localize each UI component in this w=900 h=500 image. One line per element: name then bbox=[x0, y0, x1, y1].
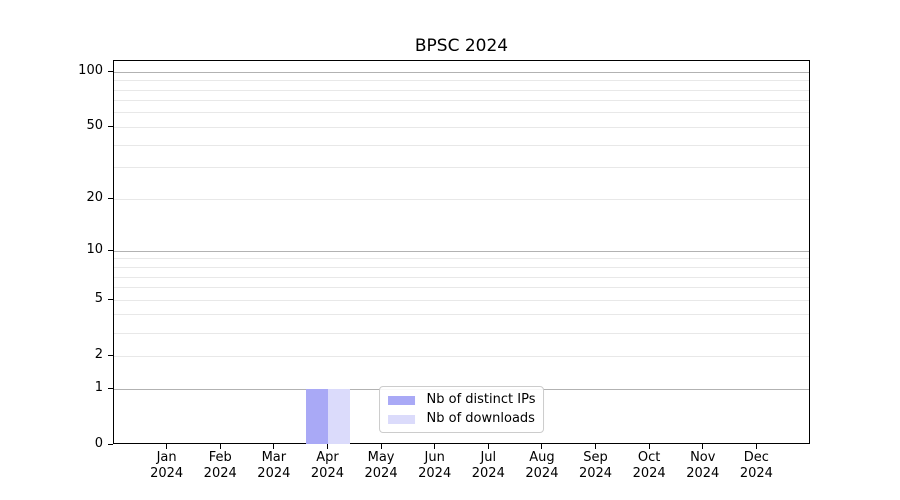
x-tick-mark bbox=[166, 444, 168, 449]
y-tick-mark bbox=[108, 354, 113, 356]
legend-item-distinct-ips: Nb of distinct IPs bbox=[387, 392, 536, 408]
minor-gridline bbox=[114, 299, 809, 301]
minor-gridline bbox=[114, 126, 809, 128]
minor-gridline bbox=[114, 332, 809, 334]
y-tick-mark bbox=[108, 125, 113, 127]
minor-gridline bbox=[114, 80, 809, 82]
bar-downloads bbox=[328, 389, 351, 444]
minor-gridline bbox=[114, 314, 809, 316]
y-tick-label: 5 bbox=[94, 291, 103, 307]
x-tick-mark bbox=[702, 444, 704, 449]
legend-swatch-distinct-ips bbox=[387, 395, 415, 405]
y-tick-mark bbox=[108, 387, 113, 389]
x-tick-mark bbox=[273, 444, 275, 449]
minor-gridline bbox=[114, 89, 809, 91]
x-tick-label: Jul 2024 bbox=[471, 450, 505, 481]
minor-gridline bbox=[114, 258, 809, 260]
y-tick-mark bbox=[108, 70, 113, 72]
y-tick-label: 100 bbox=[78, 63, 103, 79]
minor-gridline bbox=[114, 100, 809, 102]
x-tick-label: Jun 2024 bbox=[418, 450, 452, 481]
x-tick-label: Jan 2024 bbox=[150, 450, 184, 481]
x-tick-label: Apr 2024 bbox=[310, 450, 344, 481]
y-tick-mark bbox=[108, 197, 113, 199]
x-tick-label: Dec 2024 bbox=[739, 450, 773, 481]
major-gridline bbox=[114, 71, 809, 73]
chart-title: BPSC 2024 bbox=[414, 36, 509, 56]
y-tick-mark bbox=[108, 443, 113, 445]
x-tick-mark bbox=[755, 444, 757, 449]
y-tick-label: 0 bbox=[94, 436, 103, 451]
legend-item-downloads: Nb of downloads bbox=[387, 411, 536, 427]
x-tick-label: Nov 2024 bbox=[686, 450, 720, 481]
minor-gridline bbox=[114, 355, 809, 357]
legend-swatch-downloads bbox=[387, 414, 415, 424]
minor-gridline bbox=[114, 267, 809, 268]
legend-label-distinct-ips: Nb of distinct IPs bbox=[426, 392, 536, 407]
minor-gridline bbox=[114, 144, 809, 146]
y-tick-label: 2 bbox=[94, 347, 103, 363]
y-tick-label: 10 bbox=[86, 242, 103, 258]
minor-gridline bbox=[114, 112, 809, 114]
plot-area: Nb of distinct IPs Nb of downloads bbox=[113, 60, 810, 444]
x-tick-label: Feb 2024 bbox=[203, 450, 237, 481]
y-tick-label: 20 bbox=[86, 190, 103, 206]
major-gridline bbox=[114, 250, 809, 252]
x-tick-mark bbox=[326, 444, 328, 449]
x-tick-mark bbox=[434, 444, 436, 449]
x-tick-label: Aug 2024 bbox=[525, 450, 559, 481]
minor-gridline bbox=[114, 276, 809, 278]
x-tick-mark bbox=[380, 444, 382, 449]
x-tick-label: Oct 2024 bbox=[632, 450, 666, 481]
x-tick-label: May 2024 bbox=[364, 450, 398, 481]
bar-distinct-ips bbox=[306, 389, 329, 444]
x-tick-label: Mar 2024 bbox=[257, 450, 291, 481]
y-tick-label: 1 bbox=[94, 380, 103, 395]
x-tick-mark bbox=[219, 444, 221, 449]
x-tick-label: Sep 2024 bbox=[578, 450, 613, 481]
y-tick-mark bbox=[108, 249, 113, 251]
y-tick-label: 50 bbox=[86, 118, 103, 134]
x-tick-mark bbox=[487, 444, 489, 449]
x-tick-mark bbox=[648, 444, 650, 449]
minor-gridline bbox=[114, 287, 809, 289]
y-tick-mark bbox=[108, 298, 113, 300]
legend: Nb of distinct IPs Nb of downloads bbox=[378, 386, 545, 433]
minor-gridline bbox=[114, 198, 809, 200]
x-tick-mark bbox=[595, 444, 597, 449]
x-tick-mark bbox=[541, 444, 543, 449]
legend-label-downloads: Nb of downloads bbox=[426, 411, 535, 426]
minor-gridline bbox=[114, 167, 809, 169]
